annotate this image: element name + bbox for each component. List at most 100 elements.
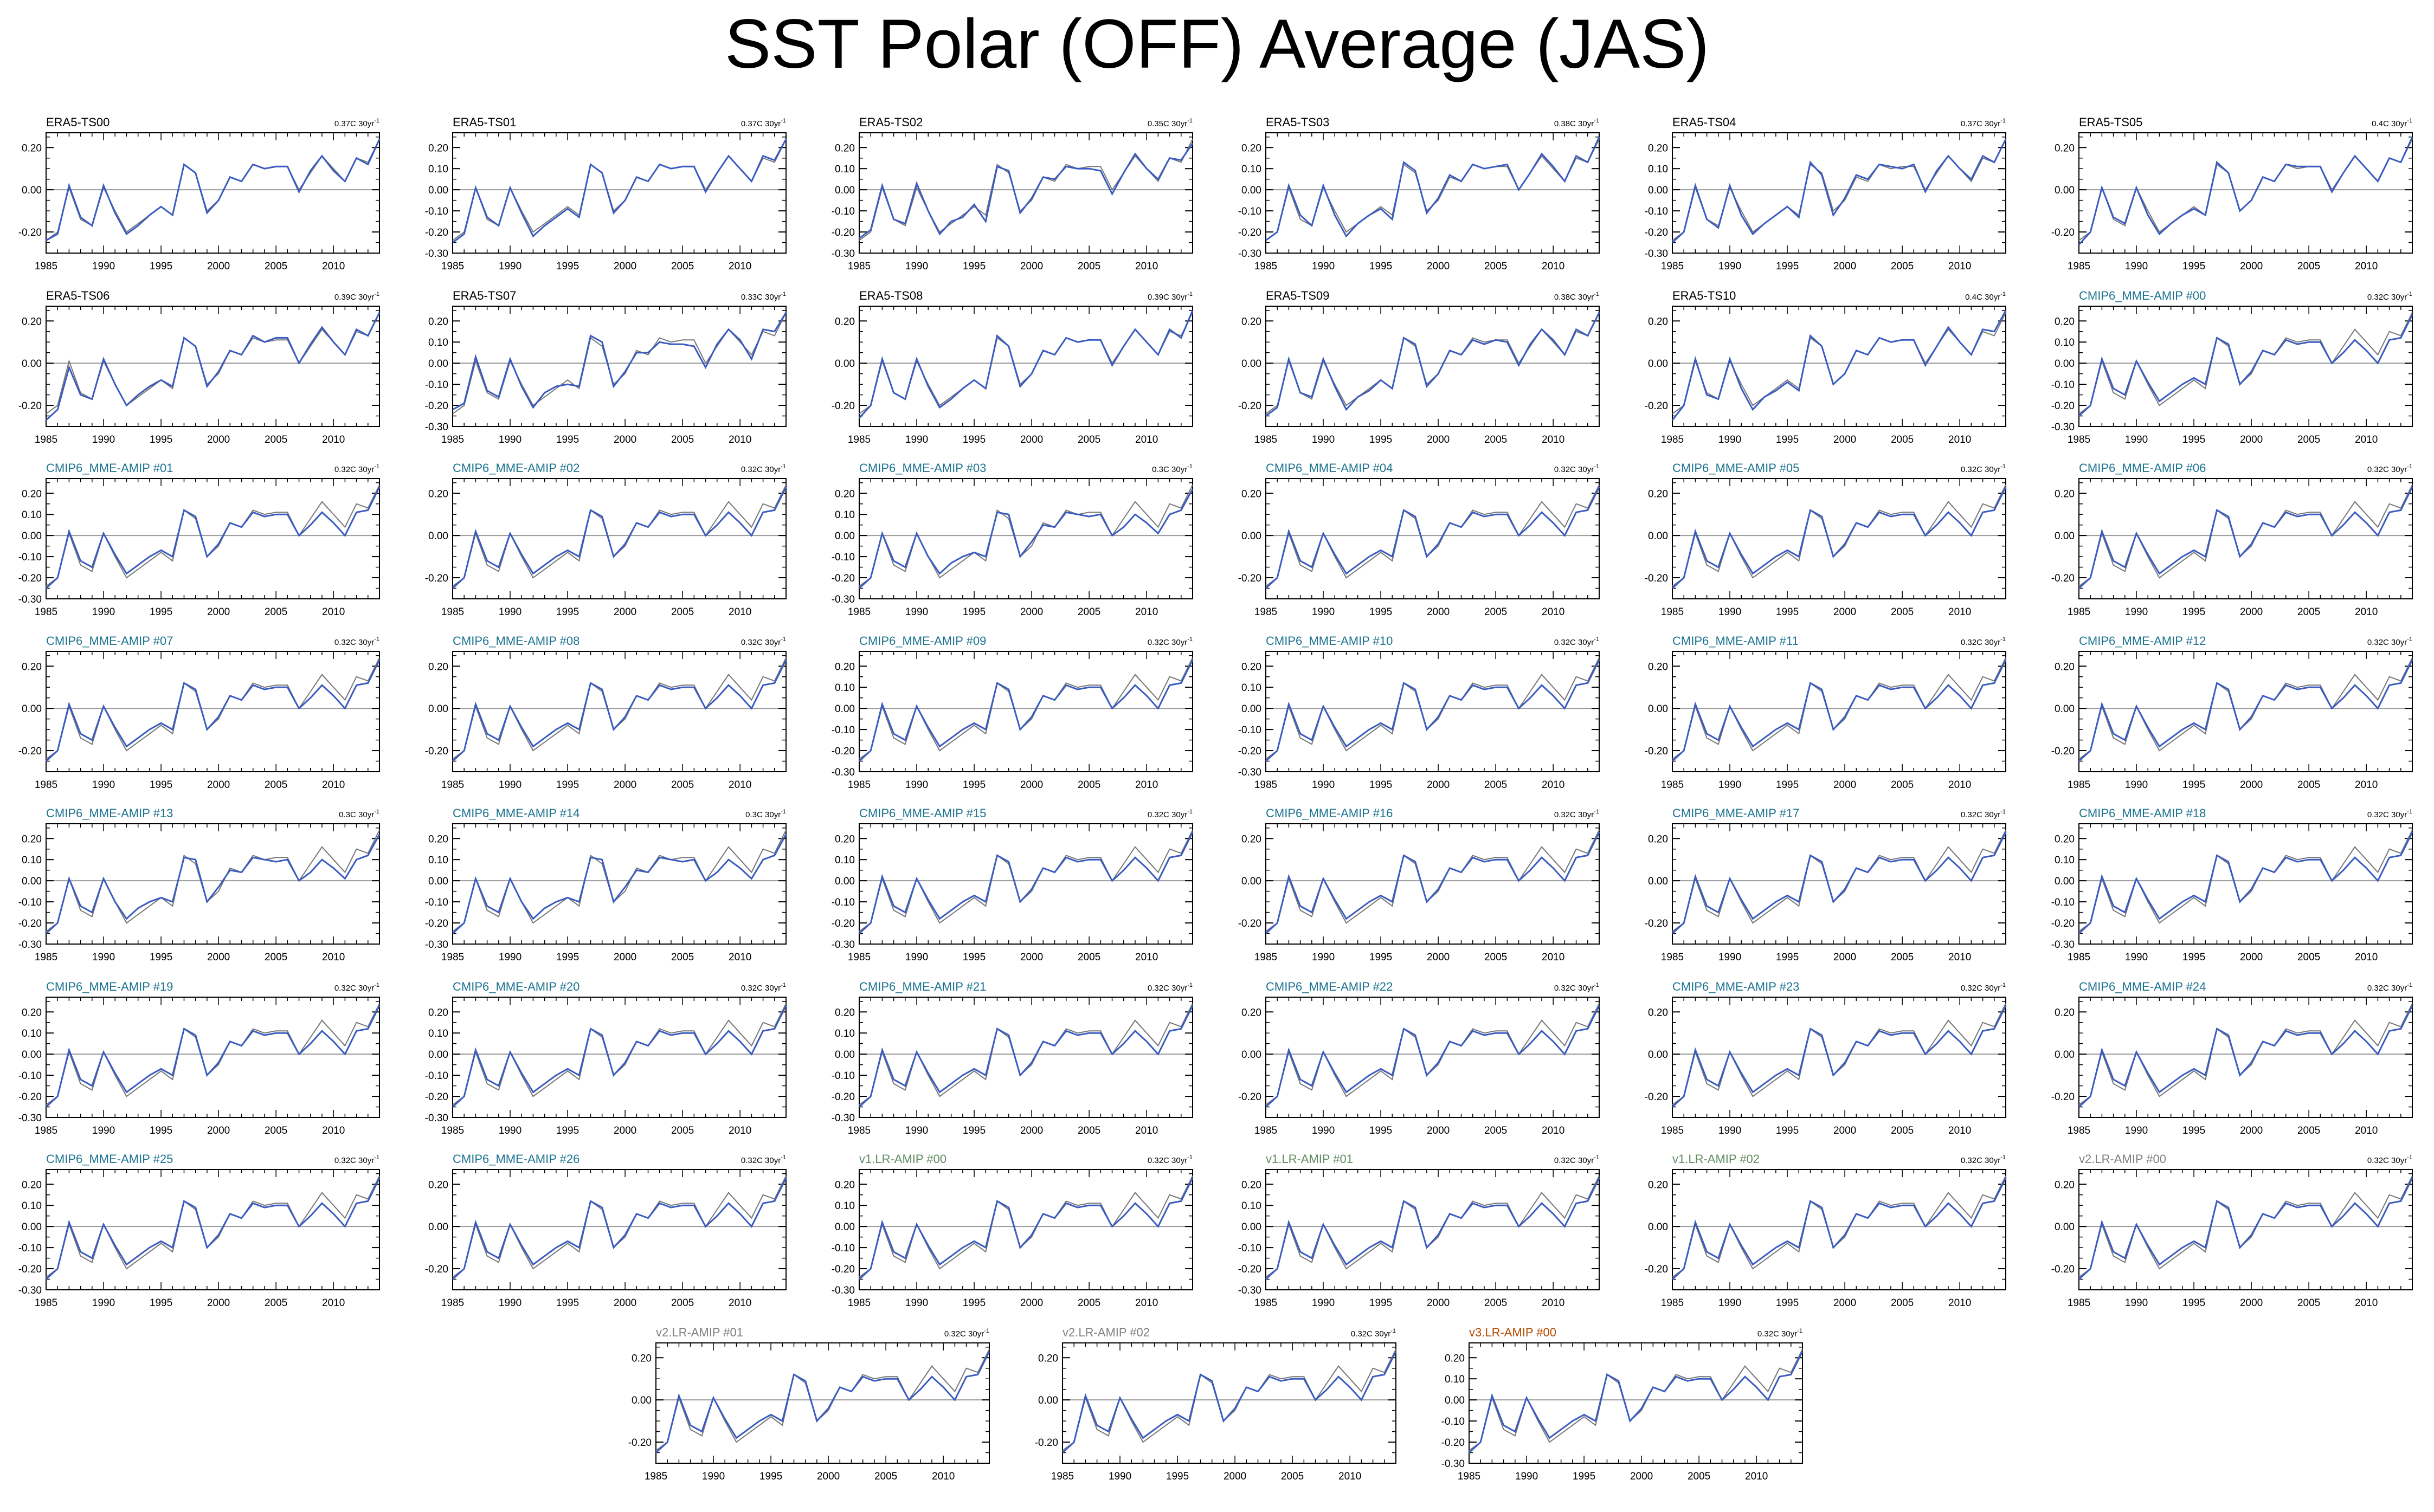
y-tick-label: -0.20	[18, 227, 42, 238]
x-tick-label: 1995	[759, 1471, 782, 1482]
panel: 0.20 0.00 -0.20 1985 1990 1995 2000 2005 2010 CMI…	[1645, 461, 2007, 618]
x-tick-label: 1995	[1776, 1125, 1799, 1136]
x-tick-label: 2000	[1020, 434, 1043, 445]
y-tick-label: 0.20	[1648, 833, 1668, 845]
y-tick-label: 0.00	[22, 358, 42, 370]
panel-label: ERA5-TS06	[46, 289, 110, 302]
x-tick-label: 2000	[1020, 606, 1043, 618]
x-tick-label: 1990	[1312, 952, 1335, 963]
series-line	[1265, 137, 1600, 241]
y-tick-label: 0.20	[1241, 661, 1261, 673]
panel-label: CMIP6_MME-AMIP #14	[453, 806, 579, 820]
x-tick-label: 1995	[1573, 1471, 1595, 1482]
y-tick-label: 0.10	[428, 164, 448, 175]
x-tick-label: 2010	[322, 779, 345, 791]
panel-label: CMIP6_MME-AMIP #15	[859, 806, 986, 820]
x-tick-label: 2005	[265, 952, 287, 963]
y-tick-label: -0.30	[2051, 939, 2075, 951]
y-tick-label: -0.10	[832, 206, 855, 217]
x-tick-label: 2010	[2355, 1297, 2378, 1309]
x-tick-label: 2000	[207, 434, 230, 445]
trend-label: 0.32C 30yr-1	[741, 463, 786, 474]
y-tick-label: -0.20	[832, 573, 855, 584]
x-tick-label: 1995	[2182, 261, 2205, 272]
panel-label: CMIP6_MME-AMIP #22	[1266, 980, 1393, 993]
y-tick-label: -0.20	[18, 1264, 42, 1275]
y-tick-label: 0.00	[2055, 185, 2075, 196]
x-tick-label: 2005	[671, 606, 694, 618]
x-tick-label: 1990	[905, 606, 928, 618]
x-tick-label: 2005	[1891, 1297, 1914, 1309]
x-tick-label: 2000	[1020, 1297, 1043, 1309]
trend-exponent: -1	[2407, 809, 2412, 815]
page-title: SST Polar (OFF) Average (JAS)	[724, 5, 1710, 83]
y-tick-label: 0.00	[1648, 1049, 1668, 1061]
y-tick-label: 0.00	[1241, 185, 1261, 196]
x-tick-label: 1985	[2068, 952, 2090, 963]
x-tick-label: 2010	[1948, 1297, 1971, 1309]
x-tick-label: 1995	[556, 261, 579, 272]
panel-frame	[859, 132, 1193, 254]
x-tick-label: 1985	[1254, 606, 1277, 618]
panel-frame	[1265, 651, 1600, 772]
x-tick-label: 2005	[2297, 434, 2320, 445]
trend-exponent: -1	[781, 291, 786, 298]
panel-frame	[46, 651, 380, 772]
panel-frame	[46, 132, 380, 254]
x-tick-label: 1990	[1312, 1297, 1335, 1309]
trend-label: 0.32C 30yr-1	[334, 636, 379, 647]
trend-label: 0.32C 30yr-1	[1554, 982, 1599, 993]
y-tick-label: -0.20	[425, 1264, 448, 1275]
y-tick-label: 0.00	[2055, 358, 2075, 370]
x-tick-label: 1985	[2068, 1297, 2090, 1309]
x-tick-label: 1990	[1718, 1125, 1741, 1136]
x-tick-label: 2010	[1338, 1471, 1361, 1482]
x-tick-label: 1990	[499, 1125, 521, 1136]
trend-label: 0.38C 30yr-1	[1554, 118, 1599, 128]
x-tick-label: 2010	[729, 952, 751, 963]
trend-label: 0.32C 30yr-1	[944, 1328, 989, 1339]
x-tick-label: 1990	[905, 434, 928, 445]
y-tick-label: -0.20	[1645, 746, 1668, 757]
x-tick-label: 1985	[441, 261, 464, 272]
x-tick-label: 1985	[1254, 1125, 1277, 1136]
x-tick-label: 1985	[441, 606, 464, 618]
trend-exponent: -1	[1187, 118, 1193, 124]
x-tick-label: 1985	[2068, 434, 2090, 445]
x-tick-label: 2005	[265, 779, 287, 791]
y-tick-label: 0.20	[1648, 488, 1668, 500]
y-tick-label: 0.00	[428, 876, 448, 887]
trend-exponent: -1	[2000, 463, 2006, 470]
y-tick-label: -0.20	[1238, 918, 1261, 929]
y-tick-label: 0.00	[1648, 185, 1668, 196]
series-line	[858, 1177, 1194, 1280]
x-tick-label: 1990	[1718, 606, 1741, 618]
x-tick-label: 1995	[963, 606, 986, 618]
x-tick-label: 2010	[322, 434, 345, 445]
y-tick-label: 0.10	[1241, 1200, 1261, 1212]
y-tick-label: -0.10	[832, 1070, 855, 1082]
x-tick-label: 1995	[2182, 779, 2205, 791]
x-tick-label: 2005	[671, 1125, 694, 1136]
x-tick-label: 1990	[92, 261, 115, 272]
series-line	[2078, 486, 2413, 589]
trend-exponent: -1	[1594, 463, 1599, 470]
trend-label: 0.32C 30yr-1	[741, 636, 786, 647]
x-tick-label: 2000	[2240, 434, 2263, 445]
series-line	[1671, 1005, 2007, 1108]
x-tick-label: 2005	[265, 434, 287, 445]
y-tick-label: 0.10	[22, 855, 42, 866]
x-tick-label: 2000	[1833, 606, 1856, 618]
trend-exponent: -1	[374, 463, 379, 470]
x-tick-label: 2010	[729, 261, 751, 272]
x-tick-label: 2010	[1542, 434, 1564, 445]
y-tick-label: 0.00	[1445, 1395, 1465, 1406]
panel-frame	[1265, 478, 1600, 599]
y-tick-label: 0.00	[428, 1049, 448, 1061]
trend-exponent: -1	[1594, 118, 1599, 124]
x-tick-label: 1990	[499, 261, 521, 272]
y-tick-label: -0.20	[1645, 918, 1668, 929]
